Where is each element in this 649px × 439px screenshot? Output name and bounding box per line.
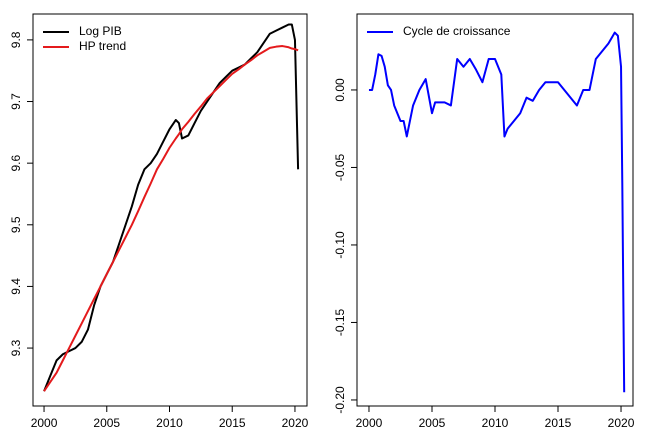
legend-label: HP trend bbox=[79, 39, 126, 53]
plot-frame bbox=[32, 13, 308, 407]
y-tick-label: -0.20 bbox=[333, 386, 347, 414]
panel: 2000 2005 2010 2015 2020 9.3 9.4 9.5 9.6 9.7 9.8 Lo… bbox=[9, 13, 309, 430]
x-tick-label: 2015 bbox=[545, 416, 572, 430]
legend-label: Cycle de croissance bbox=[403, 24, 511, 38]
series-line bbox=[368, 31, 626, 393]
x-tick-label: 2010 bbox=[156, 416, 183, 430]
series-line bbox=[43, 23, 300, 392]
y-tick-label: 9.6 bbox=[9, 154, 23, 171]
legend-label: Log PIB bbox=[79, 24, 122, 38]
x-tick-label: 2010 bbox=[482, 416, 509, 430]
x-tick-label: 2020 bbox=[608, 416, 635, 430]
x-tick-label: 2005 bbox=[419, 416, 446, 430]
y-tick-label: 9.7 bbox=[9, 93, 23, 110]
x-tick-label: 2015 bbox=[219, 416, 246, 430]
x-tick-label: 2000 bbox=[31, 416, 58, 430]
x-tick-label: 2020 bbox=[282, 416, 309, 430]
panel: 2000 2005 2010 2015 2020 0.00 -0.05 -0.10 -0.15 -… bbox=[333, 13, 635, 430]
x-tick-label: 2005 bbox=[93, 416, 120, 430]
y-tick-label: -0.10 bbox=[333, 231, 347, 259]
y-tick-label: 9.8 bbox=[9, 31, 23, 48]
series-line bbox=[43, 45, 299, 392]
y-tick-label: 9.5 bbox=[9, 216, 23, 233]
y-tick-label: -0.15 bbox=[333, 308, 347, 336]
y-tick-label: 9.3 bbox=[9, 339, 23, 356]
x-tick-label: 2000 bbox=[356, 416, 383, 430]
plot-frame bbox=[356, 13, 634, 407]
y-tick-label: -0.05 bbox=[333, 153, 347, 181]
y-tick-label: 9.4 bbox=[9, 278, 23, 295]
y-tick-label: 0.00 bbox=[333, 78, 347, 102]
